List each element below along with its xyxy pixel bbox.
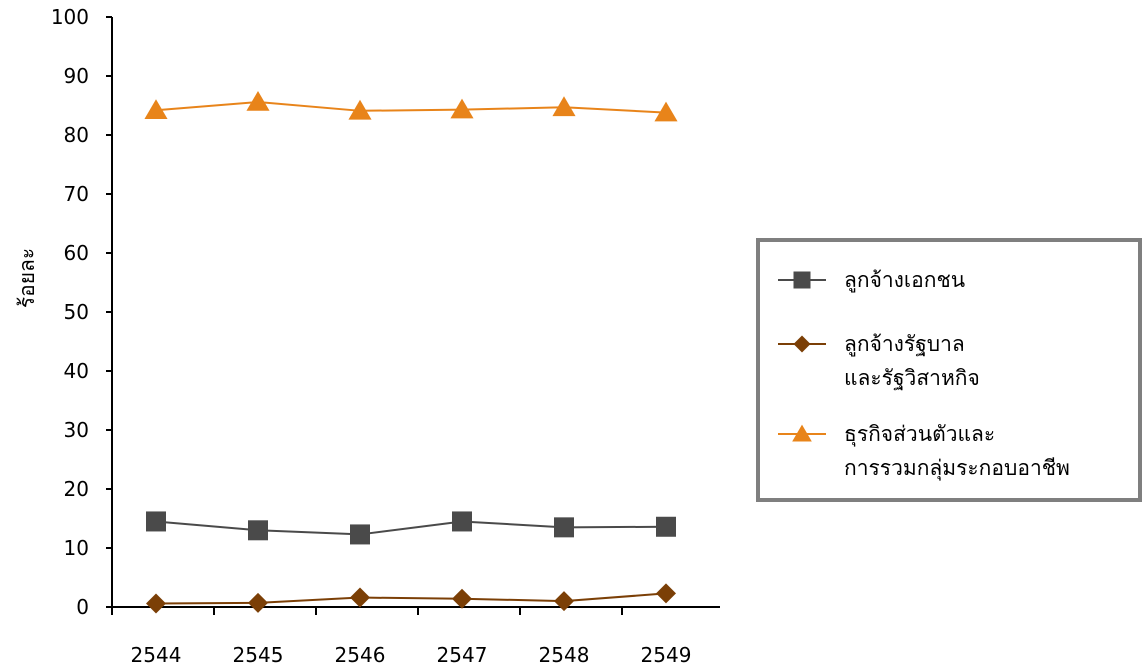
y-tick-label: 50 bbox=[64, 300, 89, 324]
series-line bbox=[155, 520, 667, 536]
x-tick-label: 2544 bbox=[131, 643, 182, 667]
data-point bbox=[656, 516, 676, 537]
series-line bbox=[155, 100, 667, 114]
series-3 bbox=[144, 90, 678, 122]
y-tick-label: 30 bbox=[64, 418, 89, 442]
data-point bbox=[654, 101, 678, 122]
series-layer bbox=[144, 90, 678, 614]
data-point bbox=[350, 524, 370, 545]
data-point bbox=[146, 593, 166, 614]
legend: ลูกจ้างเอกชนลูกจ้างรัฐบาลและรัฐวิสาหกิจธ… bbox=[756, 238, 1142, 502]
y-tick-label: 70 bbox=[64, 182, 89, 206]
data-point bbox=[246, 90, 270, 111]
y-tick-label: 60 bbox=[64, 241, 89, 265]
legend-label: และรัฐวิสาหกิจ bbox=[844, 366, 980, 390]
y-tick-label: 80 bbox=[64, 123, 89, 147]
y-tick-label: 10 bbox=[64, 536, 89, 560]
legend-label: ธุรกิจส่วนตัวและ bbox=[844, 422, 996, 446]
y-tick-label: 100 bbox=[51, 5, 89, 29]
legend-label: การรวมกลุ่มระกอบอาชีพ bbox=[844, 456, 1070, 480]
series-1 bbox=[146, 511, 676, 545]
data-point bbox=[248, 592, 268, 613]
legend-label: ลูกจ้างรัฐบาล bbox=[844, 332, 965, 356]
data-point bbox=[452, 588, 472, 609]
data-point bbox=[452, 511, 472, 532]
series-2 bbox=[146, 583, 676, 614]
data-point bbox=[554, 517, 574, 538]
y-axis-label: ร้อยละ bbox=[15, 248, 39, 308]
legend-swatch bbox=[778, 271, 826, 289]
legend-label: ลูกจ้างเอกชน bbox=[844, 268, 966, 292]
data-point bbox=[348, 99, 372, 120]
data-point bbox=[656, 583, 676, 604]
y-tick-label: 40 bbox=[64, 359, 89, 383]
y-tick-label: 90 bbox=[64, 64, 89, 88]
x-tick-label: 2549 bbox=[641, 643, 692, 667]
data-point bbox=[144, 99, 168, 120]
data-point bbox=[350, 587, 370, 608]
x-tick-label: 2547 bbox=[437, 643, 488, 667]
series-line bbox=[155, 592, 667, 605]
data-point bbox=[146, 511, 166, 532]
data-point bbox=[554, 591, 574, 612]
legend-swatch bbox=[778, 335, 826, 353]
x-tick-label: 2545 bbox=[233, 643, 284, 667]
data-point bbox=[552, 96, 576, 117]
data-point bbox=[450, 98, 474, 119]
data-point bbox=[248, 520, 268, 541]
y-tick-label: 20 bbox=[64, 477, 89, 501]
y-tick-label: 0 bbox=[76, 595, 89, 619]
x-tick-label: 2548 bbox=[539, 643, 590, 667]
axes: 0 10 20 30 40 50 60 70 80 90 100 2544 2545 2546 2547 25… bbox=[51, 5, 720, 667]
x-tick-label: 2546 bbox=[335, 643, 386, 667]
legend-swatch bbox=[778, 424, 826, 442]
